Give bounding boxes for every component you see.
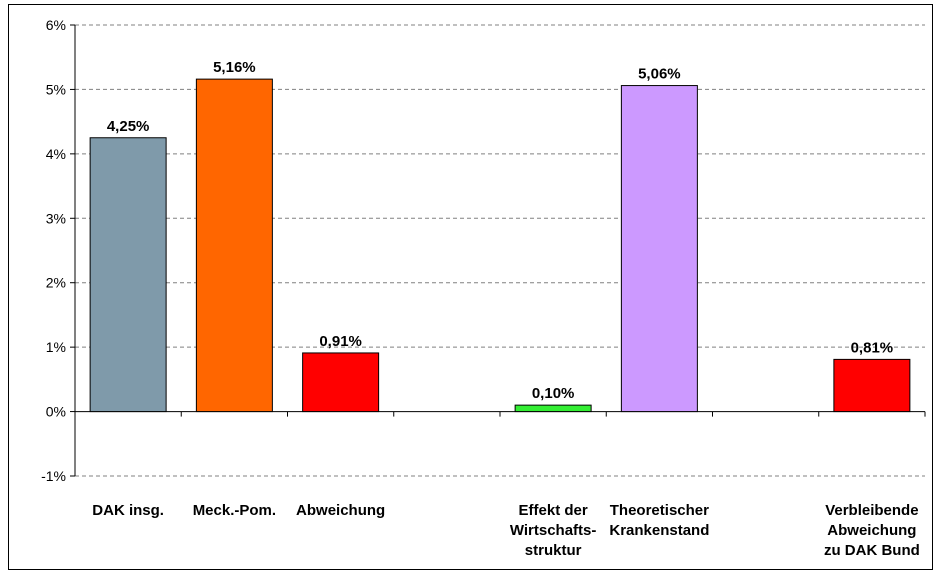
y-tick-label: 3% <box>46 210 66 226</box>
category-label: Krankenstand <box>609 522 709 539</box>
y-tick-label: 2% <box>46 275 66 291</box>
category-label: DAK insg. <box>92 502 164 519</box>
category-label: struktur <box>525 542 582 559</box>
chart-frame: -1% 0% 1% 2% 3% 4% 5% 6% 4,25% DAK insg. 5,16% Meck… <box>8 4 933 570</box>
y-tick-label: 6% <box>46 17 66 33</box>
category-label: Abweichung <box>296 502 385 519</box>
data-label: 0,91% <box>319 333 362 350</box>
category-label: Effekt der <box>519 502 588 519</box>
bar <box>302 352 380 413</box>
bar-chart: -1% 0% 1% 2% 3% 4% 5% 6% 4,25% DAK insg. 5,16% Meck… <box>41 17 926 559</box>
y-tick-label: -1% <box>41 468 66 484</box>
category-label: Wirtschafts- <box>510 522 597 539</box>
bar <box>89 137 167 413</box>
y-tick-label: 4% <box>46 146 66 162</box>
bar <box>833 358 911 413</box>
data-label: 5,16% <box>213 59 256 76</box>
data-label: 0,10% <box>532 385 575 402</box>
bar <box>514 404 592 413</box>
bar <box>620 85 698 413</box>
y-tick-label: 1% <box>46 339 66 355</box>
data-label: 0,81% <box>851 339 894 356</box>
data-label: 5,06% <box>638 66 681 83</box>
data-label: 4,25% <box>107 118 150 135</box>
category-label: Abweichung <box>827 522 916 539</box>
bar <box>195 78 273 413</box>
y-tick-label: 0% <box>46 404 66 420</box>
category-label: Theoretischer <box>610 502 709 519</box>
category-label: zu DAK Bund <box>824 542 920 559</box>
category-label: Meck.-Pom. <box>193 502 276 519</box>
y-tick-label: 5% <box>46 81 66 97</box>
category-label: Verbleibende <box>825 502 918 519</box>
